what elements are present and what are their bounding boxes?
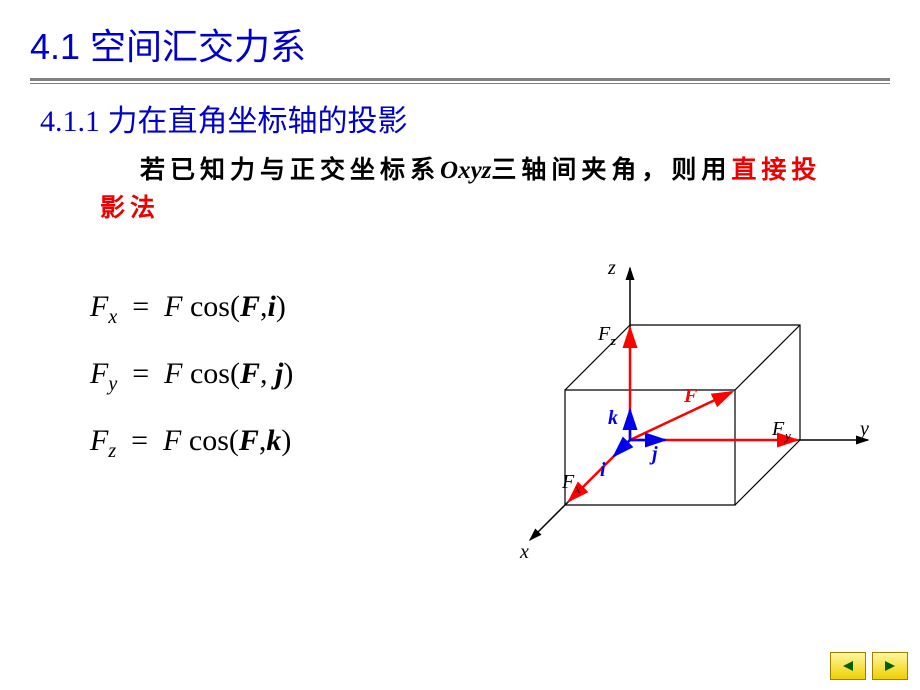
label-i: i	[600, 459, 606, 481]
label-fx: F	[561, 471, 575, 493]
equation-fz: Fz = F cos(F,k)	[90, 424, 293, 463]
nav-buttons	[830, 652, 908, 680]
label-fx-sub: x	[574, 481, 581, 496]
main-title: 4.1 空间汇交力系	[30, 18, 890, 70]
label-fy: F	[771, 418, 785, 440]
figure-3d: z y x k j i F Fz z F y F x	[500, 260, 880, 560]
divider-top	[30, 78, 890, 81]
unit-i	[614, 440, 630, 456]
next-button[interactable]	[872, 652, 908, 680]
label-x: x	[519, 541, 529, 560]
label-k: k	[608, 407, 618, 429]
divider-bottom	[30, 83, 890, 84]
label-j: j	[649, 443, 658, 465]
equation-fx: Fx = F cos(F,i)	[90, 290, 293, 329]
equation-fy: Fy = F cos(F, j)	[90, 357, 293, 396]
subtitle: 4.1.1 力在直角坐标轴的投影	[40, 96, 890, 140]
prev-button[interactable]	[830, 652, 866, 680]
body-part1: 若已知力与正交坐标系	[140, 157, 440, 184]
body-part2: 三轴间夹角，则用	[491, 157, 731, 184]
next-icon	[881, 659, 899, 673]
prev-icon	[839, 659, 857, 673]
label-fz-sub: z	[610, 333, 616, 348]
body-text: 若已知力与正交坐标系Oxyz三轴间夹角，则用直接投影法	[100, 152, 830, 227]
label-z: z	[607, 260, 616, 279]
label-fy-sub: y	[783, 428, 791, 443]
equations-block: Fx = F cos(F,i) Fy = F cos(F, j) Fz = F …	[90, 290, 293, 491]
vector-f	[630, 392, 732, 440]
body-oxyz: Oxyz	[440, 157, 491, 184]
label-f: F	[683, 385, 698, 407]
label-y: y	[858, 418, 869, 440]
